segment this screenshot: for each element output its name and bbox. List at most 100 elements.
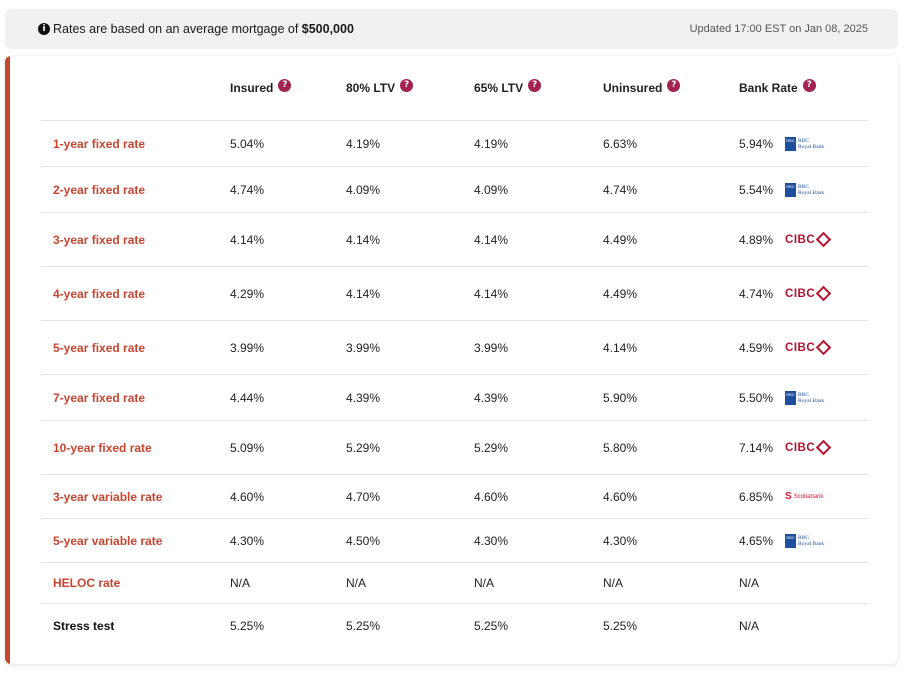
cibc-wordmark: CIBC [785, 285, 832, 302]
rate-value: 4.44% [230, 390, 265, 405]
rbc-wordmark: RBC Royal Bank [798, 535, 824, 547]
row-label[interactable]: HELOC rate [53, 576, 121, 590]
rbc-wordmark-line1: RBC [798, 534, 810, 541]
column-header-uninsured: Uninsured? [603, 56, 681, 120]
rate-ltv80: 4.19% [346, 121, 380, 166]
rate-uninsured: 4.60% [603, 475, 637, 518]
cibc-logo-icon: CIBC [785, 231, 832, 248]
rate-insured: 5.04% [230, 121, 264, 166]
rate-value: N/A [346, 576, 367, 590]
rbc-shield-icon: RBC [785, 533, 797, 548]
column-header-label: Insured [230, 81, 274, 95]
table-header-row: Insured? 80% LTV? 65% LTV? Uninsured? Bank R… [41, 56, 868, 121]
rate-uninsured: 4.14% [603, 321, 637, 374]
rate-ltv65: N/A [474, 563, 494, 603]
rate-value: 5.25% [346, 619, 381, 633]
rate-bank-rate: 4.89% CIBC [739, 213, 832, 266]
rate-ltv80: 4.14% [346, 213, 380, 266]
rate-insured: 4.30% [230, 519, 264, 562]
info-icon: i [38, 23, 50, 35]
rate-bank-rate: 7.14% CIBC [739, 421, 832, 474]
cibc-text: CIBC [785, 287, 816, 300]
rate-value: 4.39% [346, 390, 381, 405]
rate-value: 4.30% [603, 533, 638, 548]
rate-value: 5.29% [346, 440, 381, 455]
table-row: HELOC rate N/A N/A N/A N/A N/A [41, 563, 868, 604]
rbc-logo-icon: RBC RBC Royal Bank [785, 533, 824, 548]
rate-uninsured: 4.74% [603, 167, 637, 212]
rate-bank-rate: 5.54% RBC RBC Royal Bank [739, 167, 824, 212]
rate-uninsured: 5.25% [603, 604, 637, 648]
help-icon[interactable]: ? [528, 78, 542, 92]
rate-bank-rate: N/A [739, 604, 759, 648]
rate-uninsured: 4.30% [603, 519, 637, 562]
row-label[interactable]: 3-year variable rate [53, 489, 163, 504]
updated-timestamp: Updated 17:00 EST on Jan 08, 2025 [689, 23, 868, 35]
cibc-text: CIBC [785, 233, 816, 246]
rate-value: 4.89% [739, 232, 774, 247]
rbc-wordmark-line1: RBC [798, 183, 810, 190]
rate-value: 5.25% [603, 619, 638, 633]
rate-value: 5.09% [230, 440, 265, 455]
rate-uninsured: 4.49% [603, 267, 637, 320]
row-label[interactable]: 2-year fixed rate [53, 182, 146, 197]
row-label[interactable]: 3-year fixed rate [53, 232, 146, 247]
column-header-insured: Insured? [230, 56, 292, 120]
banner-amount: $500,000 [301, 22, 354, 36]
cibc-diamond-icon [815, 439, 832, 456]
rate-value: 5.29% [474, 440, 509, 455]
banner-prefix: Rates are based on an average mortgage o… [53, 22, 302, 36]
rbc-wordmark: RBC Royal Bank [798, 184, 824, 196]
rbc-wordmark-line2: Royal Bank [798, 189, 825, 196]
help-icon[interactable]: ? [802, 78, 816, 92]
rate-ltv80: 4.09% [346, 167, 380, 212]
cibc-logo-icon: CIBC [785, 339, 832, 356]
row-label[interactable]: 5-year variable rate [53, 533, 163, 548]
rate-ltv80: 4.14% [346, 267, 380, 320]
help-icon[interactable]: ? [667, 78, 681, 92]
rbc-wordmark-line2: Royal Bank [798, 540, 825, 547]
rate-ltv65: 4.14% [474, 267, 508, 320]
scotiabank-text: Scotiabank [793, 493, 824, 500]
rate-value: 5.94% [739, 136, 774, 151]
row-label[interactable]: 1-year fixed rate [53, 136, 146, 151]
rate-value: 4.19% [474, 136, 509, 151]
table-row: 2-year fixed rate 4.74% 4.09% 4.09% 4.74% 5.5… [41, 167, 868, 213]
rate-bank-rate: 4.65% RBC RBC Royal Bank [739, 519, 824, 562]
rate-ltv65: 4.19% [474, 121, 508, 166]
row-label: Stress test [53, 619, 115, 633]
rate-insured: 4.74% [230, 167, 264, 212]
rate-value: 5.50% [739, 390, 774, 405]
rate-value: 5.25% [230, 619, 265, 633]
rate-value: 4.49% [603, 232, 638, 247]
rate-insured: 4.60% [230, 475, 264, 518]
help-icon[interactable]: ? [400, 78, 414, 92]
rate-value: 5.04% [230, 136, 265, 151]
rate-value: 4.60% [603, 489, 638, 504]
rate-value: N/A [739, 619, 760, 633]
rate-value: 4.60% [230, 489, 265, 504]
rate-value: 5.90% [603, 390, 638, 405]
scotiabank-logo-icon: S Scotiabank [785, 491, 823, 502]
rate-uninsured: 4.49% [603, 213, 637, 266]
rate-insured: 4.29% [230, 267, 264, 320]
row-label[interactable]: 5-year fixed rate [53, 340, 146, 355]
rate-value: 4.14% [230, 232, 265, 247]
rate-bank-rate: 5.94% RBC RBC Royal Bank [739, 121, 824, 166]
rate-value: N/A [230, 576, 251, 590]
row-label[interactable]: 4-year fixed rate [53, 286, 146, 301]
row-label[interactable]: 10-year fixed rate [53, 440, 152, 455]
banner-text: Rates are based on an average mortgage o… [53, 9, 354, 49]
column-header-ltv80: 80% LTV? [346, 56, 414, 120]
rate-bank-rate: N/A [739, 563, 759, 603]
rate-bank-rate: 6.85% S Scotiabank [739, 475, 823, 518]
cibc-logo-icon: CIBC [785, 439, 832, 456]
rate-insured: 4.44% [230, 375, 264, 420]
row-label[interactable]: 7-year fixed rate [53, 390, 146, 405]
rate-value: 4.30% [474, 533, 509, 548]
rate-value: 4.14% [346, 232, 381, 247]
help-icon[interactable]: ? [278, 78, 292, 92]
rate-value: 4.09% [346, 182, 381, 197]
rate-value: 4.14% [474, 232, 509, 247]
rate-value: 5.54% [739, 182, 774, 197]
